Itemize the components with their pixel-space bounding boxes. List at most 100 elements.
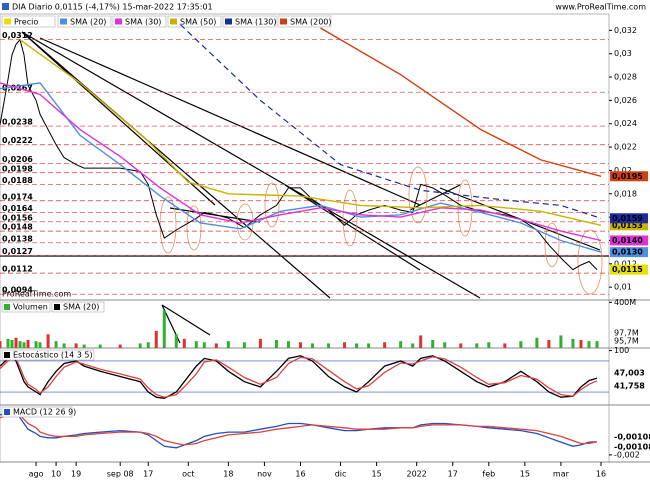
volume-bar <box>274 340 278 348</box>
legend-swatch <box>115 18 122 25</box>
volume-bar <box>311 343 315 348</box>
volume-bar <box>298 342 302 348</box>
y-tick-label: 100 <box>614 346 629 355</box>
level-label: 0,0127 <box>2 247 33 256</box>
x-tick-label: 17 <box>448 470 458 479</box>
volume-bar <box>519 341 523 348</box>
y-tick-label: -0,002 <box>614 450 640 459</box>
level-label: 0,0312 <box>2 31 33 40</box>
volume-bar <box>98 344 102 348</box>
legend-label: SMA (30) <box>125 18 161 27</box>
level-label: 0,0156 <box>2 213 33 222</box>
legend-box <box>51 301 105 313</box>
legend-box <box>112 15 167 28</box>
volume-bar <box>475 343 479 348</box>
value-box-label: 0,0195 <box>612 172 643 181</box>
level-label: 0,0148 <box>2 223 33 232</box>
y-tick-label: 0,026 <box>614 96 637 105</box>
volume-bar <box>22 342 26 348</box>
legend-box <box>167 15 222 28</box>
legend-label: SMA (200) <box>290 18 332 27</box>
volume-bar <box>0 341 2 348</box>
indicator-line <box>0 408 598 449</box>
volume-bar <box>419 335 423 348</box>
sma-line <box>19 39 602 226</box>
x-tick-label: 18 <box>223 470 233 479</box>
x-tick-label: 17 <box>143 470 153 479</box>
volume-bar <box>459 343 463 348</box>
legend-label: Volumen <box>13 303 48 312</box>
indicator-line <box>0 354 598 399</box>
volume-bar <box>118 344 122 348</box>
indicator-line <box>0 355 598 398</box>
level-label: 0,0206 <box>2 155 33 164</box>
x-tick-label: 15 <box>520 470 530 479</box>
value-box <box>610 247 648 258</box>
source: www.ProRealTime.com <box>555 3 646 12</box>
volume-bar <box>214 343 218 348</box>
legend-box <box>57 15 112 28</box>
volume-bar <box>595 341 599 348</box>
legend-box <box>1 406 73 418</box>
value-box-label: 0,0115 <box>612 265 643 274</box>
legend-swatch <box>4 352 10 358</box>
volume-bar <box>343 342 347 348</box>
level-label: 0,0164 <box>2 204 33 213</box>
legend-label: SMA (50) <box>180 18 216 27</box>
x-tick-label: 2022 <box>407 470 427 479</box>
x-tick-label: dic <box>335 470 347 479</box>
legend-box <box>1 301 51 313</box>
volume-bar <box>82 344 86 348</box>
legend-swatch <box>4 304 10 310</box>
volume-bar <box>571 338 575 348</box>
volume-bar <box>258 338 262 348</box>
volume-bar <box>559 335 563 348</box>
level-label: 0,0238 <box>2 118 33 127</box>
volume-bar <box>579 340 583 348</box>
value-box <box>610 213 648 224</box>
volume-bar <box>383 342 387 348</box>
x-tick-label: 10 <box>51 470 61 479</box>
value-box-label: 0,0159 <box>612 214 643 223</box>
indicator-line <box>0 411 598 446</box>
volume-bar <box>182 338 186 348</box>
volume-bar <box>38 342 42 348</box>
y-tick-label: 0,01 <box>614 283 632 292</box>
legend-box <box>1 15 56 28</box>
legend-swatch <box>54 304 60 310</box>
level-label: 0,0174 <box>2 192 33 201</box>
legend-label: SMA (20) <box>70 18 106 27</box>
volume-bar <box>10 340 14 348</box>
volume-bar <box>487 342 491 348</box>
y-tick-label: 400M <box>614 298 636 307</box>
volume-bar <box>174 334 178 348</box>
volume-bar <box>138 343 142 348</box>
value-box <box>610 220 648 231</box>
level-label: 0,0138 <box>2 234 33 243</box>
legend-swatch <box>170 18 177 25</box>
volume-bar <box>62 343 66 348</box>
volume-bar <box>46 334 50 348</box>
volume-bar <box>547 340 551 348</box>
y-tick-label: 0,032 <box>614 26 637 35</box>
volume-bar <box>503 343 507 348</box>
legend-box <box>222 15 277 28</box>
level-label: 0,0188 <box>2 176 33 185</box>
volume-bar <box>162 310 166 348</box>
volume-bar <box>355 343 359 348</box>
value-box <box>610 264 648 275</box>
volume-bar <box>367 343 371 348</box>
volume-bar <box>399 341 403 348</box>
indicator-value: -0,00108 <box>614 442 650 451</box>
value-box-label: 0,0140 <box>612 236 643 245</box>
value-box-label: 0,0153 <box>612 221 643 230</box>
indicator-value: -0,00108 <box>614 432 650 441</box>
volume-bar <box>587 341 591 348</box>
y-tick-label: 0,024 <box>614 119 637 128</box>
volume-bar <box>26 340 30 348</box>
y-tick-label: 0,03 <box>614 49 632 58</box>
volume-bar <box>202 342 206 348</box>
volume-bar <box>286 341 290 348</box>
volume-value-label: 97,7M <box>614 328 639 337</box>
